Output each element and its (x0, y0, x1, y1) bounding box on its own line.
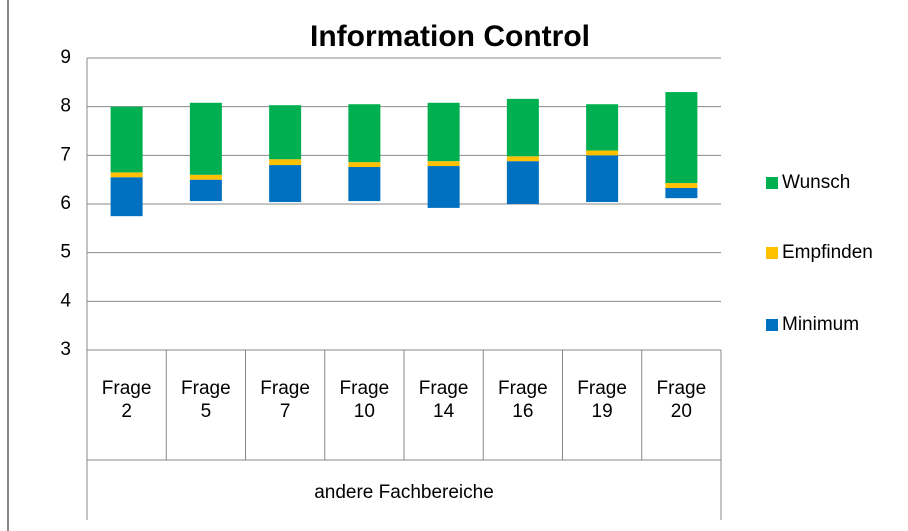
y-tick-label: 5 (60, 242, 71, 263)
legend-label: Wunsch (782, 172, 850, 193)
bar-segment (427, 102, 460, 162)
bar-segment (348, 104, 381, 163)
y-tick-label: 8 (60, 96, 71, 117)
bar-segment (110, 177, 143, 217)
bar-segment (586, 104, 619, 151)
bar-segment (110, 106, 143, 173)
x-tick-label: Frage 10 (339, 378, 390, 422)
x-tick-label: Frage 19 (577, 378, 627, 422)
x-tick-label: Frage 14 (418, 378, 469, 422)
bar-segment (189, 179, 222, 202)
bar-segment (506, 98, 539, 157)
x-tick-label: Frage 5 (181, 378, 231, 422)
bar-segment (665, 183, 698, 188)
legend-label: Minimum (782, 314, 859, 335)
bar-segment (506, 161, 539, 204)
chart-title: Information Control (310, 20, 590, 53)
bar-segment (506, 156, 539, 162)
group-label: andere Fachbereiche (314, 482, 494, 503)
y-tick-label: 3 (60, 339, 71, 360)
legend-label: Empfinden (782, 242, 873, 263)
legend-swatch (766, 319, 778, 331)
x-tick-label: Frage 2 (101, 378, 152, 422)
legend-swatch (766, 247, 778, 259)
bar-segment (348, 162, 381, 168)
legend-swatch (766, 177, 778, 189)
bar-segment (269, 165, 302, 203)
bar-segment (110, 172, 143, 178)
bar-segment (586, 150, 619, 156)
x-tick-label: Frage 16 (498, 378, 548, 422)
y-tick-label: 7 (60, 144, 71, 165)
y-tick-label: 6 (60, 193, 71, 214)
bar-segment (665, 92, 698, 184)
bar-segment (269, 159, 302, 166)
bar-segment (427, 161, 460, 167)
y-tick-label: 9 (60, 47, 71, 68)
bar-segment (665, 187, 698, 199)
bar-segment (189, 174, 222, 180)
bar-segment (189, 102, 222, 175)
bar-segment (269, 105, 302, 160)
bar-segment (348, 167, 381, 202)
x-tick-label: Frage 20 (656, 378, 707, 422)
frame (7, 0, 9, 531)
bar-segment (586, 155, 619, 203)
bar-segment (427, 166, 460, 208)
x-tick-label: Frage 7 (260, 378, 310, 422)
y-tick-label: 4 (60, 290, 71, 311)
